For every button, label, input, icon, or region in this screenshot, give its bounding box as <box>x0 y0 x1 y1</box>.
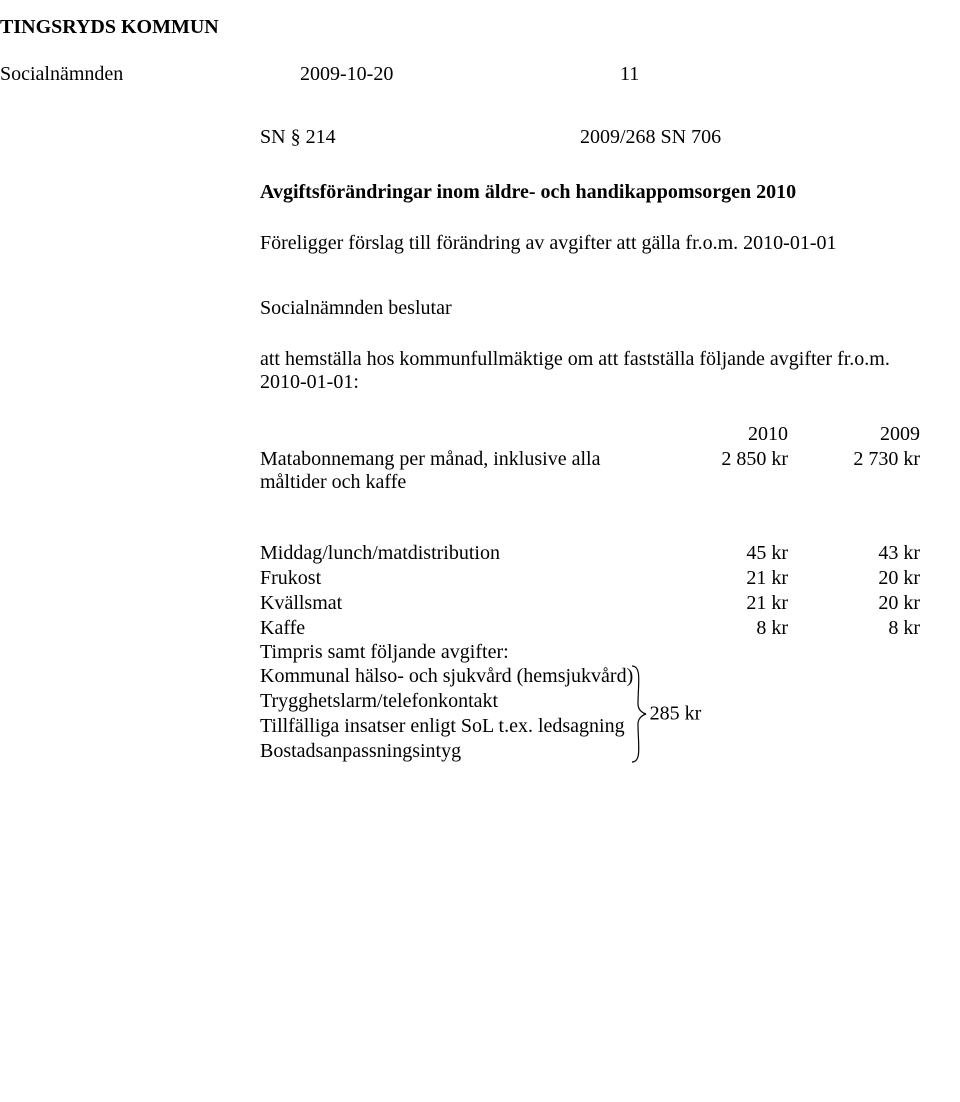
row-v2: 43 kr <box>788 541 920 566</box>
table-row: Middag/lunch/matdistribution 45 kr 43 kr <box>260 541 920 566</box>
year-row: 2010 2009 <box>260 422 920 447</box>
fees-header-table: 2010 2009 Matabonnemang per månad, inklu… <box>260 422 920 495</box>
table-row: Kaffe 8 kr 8 kr <box>260 616 920 641</box>
row-label: Frukost <box>260 566 656 591</box>
intro-paragraph: Föreligger förslag till förändring av av… <box>260 232 920 255</box>
row-label: Middag/lunch/matdistribution <box>260 541 656 566</box>
list-item: Tillfälliga insatser enligt SoL t.ex. le… <box>260 714 920 739</box>
doc-meta: Socialnämnden 2009-10-20 11 <box>0 63 920 86</box>
brace-item: Kommunal hälso- och sjukvård (hemsjukvår… <box>260 664 656 689</box>
row-v2: 20 kr <box>788 591 920 616</box>
sn-ref: SN § 214 <box>260 126 580 149</box>
row-label: Kvällsmat <box>260 591 656 616</box>
mat-row: Matabonnemang per månad, inklusive alla … <box>260 447 920 495</box>
doc-date: 2009-10-20 <box>300 63 620 86</box>
document-page: TINGSRYDS KOMMUN Socialnämnden 2009-10-2… <box>0 0 960 804</box>
brace-icon <box>630 664 648 764</box>
list-item: Kommunal hälso- och sjukvård (hemsjukvår… <box>260 664 920 689</box>
doc-title: Avgiftsförändringar inom äldre- och hand… <box>260 181 920 204</box>
year-2009: 2009 <box>788 422 920 447</box>
brace-items-table: Kommunal hälso- och sjukvård (hemsjukvår… <box>260 664 920 764</box>
mat-v2: 2 730 kr <box>788 447 920 495</box>
committee-name: Socialnämnden <box>0 63 300 86</box>
brace-item: Bostadsanpassningsintyg <box>260 739 656 764</box>
decision-paragraph: att hemställa hos kommunfullmäktige om a… <box>260 348 920 394</box>
org-name: TINGSRYDS KOMMUN <box>0 16 920 39</box>
brace-item: Tillfälliga insatser enligt SoL t.ex. le… <box>260 714 656 739</box>
brace-block: Kommunal hälso- och sjukvård (hemsjukvår… <box>260 664 920 764</box>
row-v2: 8 kr <box>788 616 920 641</box>
brace-value: 285 kr <box>650 703 702 726</box>
fees-table: Middag/lunch/matdistribution 45 kr 43 kr… <box>260 541 920 641</box>
page-number: 11 <box>620 63 639 86</box>
table-row: Kvällsmat 21 kr 20 kr <box>260 591 920 616</box>
table-row: Frukost 21 kr 20 kr <box>260 566 920 591</box>
brace-item: Trygghetslarm/telefonkontakt <box>260 689 656 714</box>
decides-line: Socialnämnden beslutar <box>260 297 920 320</box>
row-v1: 21 kr <box>656 566 788 591</box>
list-item: Bostadsanpassningsintyg <box>260 739 920 764</box>
list-item: Trygghetslarm/telefonkontakt <box>260 689 920 714</box>
row-v2: 20 kr <box>788 566 920 591</box>
row-v1: 45 kr <box>656 541 788 566</box>
mat-v1: 2 850 kr <box>656 447 788 495</box>
row-v1: 21 kr <box>656 591 788 616</box>
reference-row: SN § 214 2009/268 SN 706 <box>260 126 920 149</box>
row-v1: 8 kr <box>656 616 788 641</box>
mat-label: Matabonnemang per månad, inklusive alla … <box>260 447 656 495</box>
content-block: SN § 214 2009/268 SN 706 Avgiftsförändri… <box>260 126 920 764</box>
year-2010: 2010 <box>656 422 788 447</box>
brace-label: Timpris samt följande avgifter: <box>260 641 920 664</box>
row-label: Kaffe <box>260 616 656 641</box>
diary-ref: 2009/268 SN 706 <box>580 126 721 149</box>
